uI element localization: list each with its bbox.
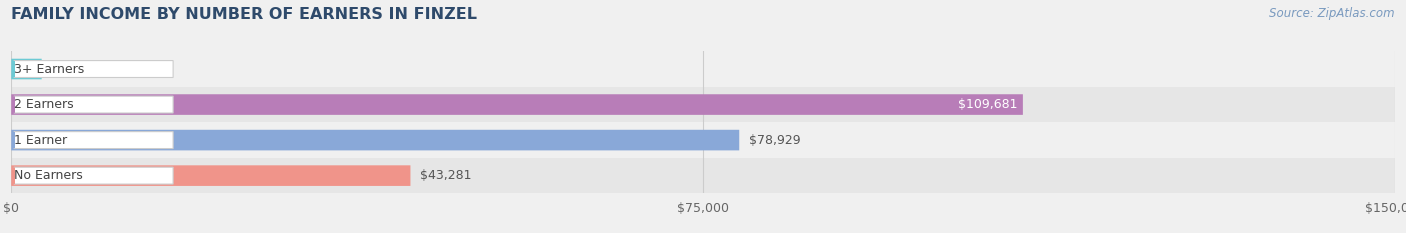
Bar — [11, 87, 1395, 122]
FancyBboxPatch shape — [14, 96, 173, 113]
Text: $43,281: $43,281 — [420, 169, 471, 182]
Bar — [11, 51, 1395, 87]
Text: 2 Earners: 2 Earners — [14, 98, 73, 111]
Text: FAMILY INCOME BY NUMBER OF EARNERS IN FINZEL: FAMILY INCOME BY NUMBER OF EARNERS IN FI… — [11, 7, 477, 22]
Text: Source: ZipAtlas.com: Source: ZipAtlas.com — [1270, 7, 1395, 20]
Text: $78,929: $78,929 — [749, 134, 800, 147]
FancyBboxPatch shape — [11, 59, 42, 79]
Bar — [11, 122, 1395, 158]
Text: No Earners: No Earners — [14, 169, 83, 182]
Text: 3+ Earners: 3+ Earners — [14, 62, 84, 75]
Text: 1 Earner: 1 Earner — [14, 134, 67, 147]
FancyBboxPatch shape — [11, 94, 1024, 115]
FancyBboxPatch shape — [14, 132, 173, 149]
FancyBboxPatch shape — [14, 61, 173, 78]
FancyBboxPatch shape — [11, 130, 740, 150]
Text: $109,681: $109,681 — [957, 98, 1018, 111]
Text: $0: $0 — [52, 62, 67, 75]
FancyBboxPatch shape — [14, 167, 173, 184]
Bar — [11, 158, 1395, 193]
FancyBboxPatch shape — [11, 165, 411, 186]
